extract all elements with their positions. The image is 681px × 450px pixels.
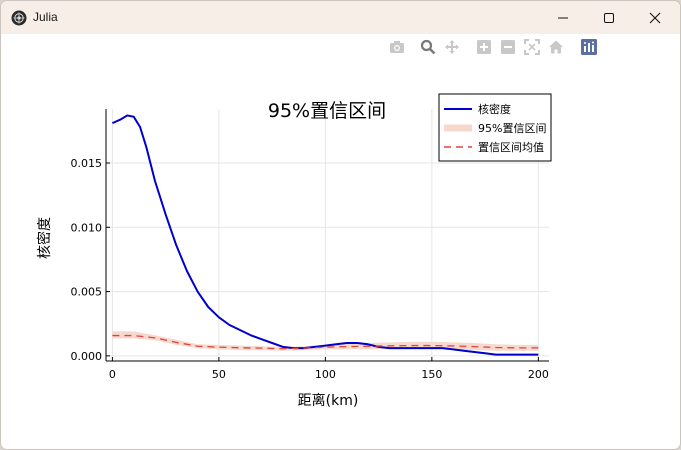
series-line-layer — [111, 114, 539, 356]
minimize-button[interactable] — [540, 1, 586, 34]
tick-label-layer: 0 50 100 150 200 0.000 0.005 0.010 0.015 — [71, 157, 549, 381]
legend-label-ci-band: 95%置信区间 — [478, 122, 546, 135]
maximize-icon — [604, 12, 614, 23]
x-axis-label: 距离(km) — [298, 392, 359, 409]
camera-button[interactable] — [388, 38, 406, 56]
window-title: Julia — [33, 10, 58, 24]
y-tick-label: 0.005 — [71, 286, 103, 299]
zoom-icon — [420, 39, 436, 55]
plotly-logo-button[interactable] — [580, 38, 598, 56]
plot-modebar — [386, 38, 601, 56]
autoscale-button[interactable] — [523, 38, 541, 56]
home-button[interactable] — [547, 38, 565, 56]
zoom-button[interactable] — [419, 38, 437, 56]
chart-title: 95%置信区间 — [268, 100, 386, 122]
plotly-logo-icon — [581, 39, 597, 55]
axis-layer — [105, 109, 549, 362]
density-line — [111, 114, 539, 356]
zoom-in-button[interactable] — [475, 38, 493, 56]
maximize-button[interactable] — [586, 1, 632, 34]
pan-icon — [445, 40, 459, 54]
x-tick-label: 100 — [315, 368, 336, 381]
close-icon — [649, 12, 661, 23]
x-tick-label: 50 — [212, 368, 226, 381]
autoscale-icon — [524, 39, 540, 55]
ci-band-area — [112, 331, 539, 351]
legend-label-density: 核密度 — [478, 102, 511, 116]
camera-icon — [390, 41, 404, 53]
chart-legend[interactable]: 核密度 95%置信区间 置信区间均值 — [438, 93, 552, 162]
legend-label-ci-mean: 置信区间均值 — [478, 141, 544, 154]
pan-button[interactable] — [443, 38, 461, 56]
minimize-icon — [558, 17, 568, 18]
close-button[interactable] — [632, 1, 678, 34]
title-bar[interactable]: Julia — [1, 1, 680, 34]
x-tick-label: 150 — [421, 368, 442, 381]
x-tick-label: 200 — [528, 368, 549, 381]
julia-app-icon — [11, 10, 27, 26]
zoom-out-button[interactable] — [499, 38, 517, 56]
home-icon — [549, 40, 563, 54]
y-tick-label: 0.015 — [71, 157, 103, 170]
confidence-band-layer — [112, 331, 539, 351]
zoom-in-icon — [477, 40, 491, 54]
y-axis-label: 核密度 — [36, 217, 53, 259]
zoom-out-icon — [501, 40, 515, 54]
y-tick-label: 0.000 — [71, 350, 103, 363]
x-tick-label: 0 — [109, 368, 116, 381]
y-tick-label: 0.010 — [71, 221, 103, 234]
